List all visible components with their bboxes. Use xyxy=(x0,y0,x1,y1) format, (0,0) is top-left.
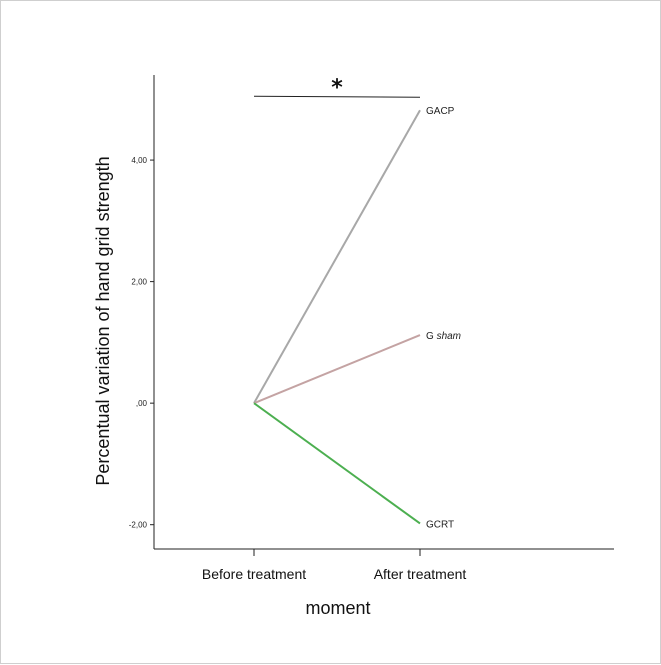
series-line xyxy=(253,402,421,525)
series-label: G sham xyxy=(426,331,461,342)
y-ticks: -2,00 ,00 2,00 4,00 xyxy=(129,156,154,530)
annotations: * xyxy=(253,75,421,100)
series-labels: GACP G sham GCRT xyxy=(426,106,461,530)
x-tick-label: Before treatment xyxy=(202,566,306,582)
series-line xyxy=(253,334,421,405)
x-tick-label: After treatment xyxy=(374,566,467,582)
y-axis-title: Percentual variation of hand grid streng… xyxy=(93,156,113,485)
x-ticks: Before treatment After treatment xyxy=(202,549,467,582)
y-tick-label: 4,00 xyxy=(131,156,147,165)
significance-star: * xyxy=(331,75,343,100)
x-axis-title: moment xyxy=(305,598,370,618)
significance-bracket xyxy=(253,95,421,98)
y-tick-label: 2,00 xyxy=(131,278,147,287)
y-tick-label: -2,00 xyxy=(129,521,148,530)
series-line xyxy=(253,109,421,404)
series-label: GCRT xyxy=(426,519,454,530)
y-tick-label: ,00 xyxy=(136,399,148,408)
series-label: GACP xyxy=(426,106,455,117)
series-lines xyxy=(253,109,421,525)
